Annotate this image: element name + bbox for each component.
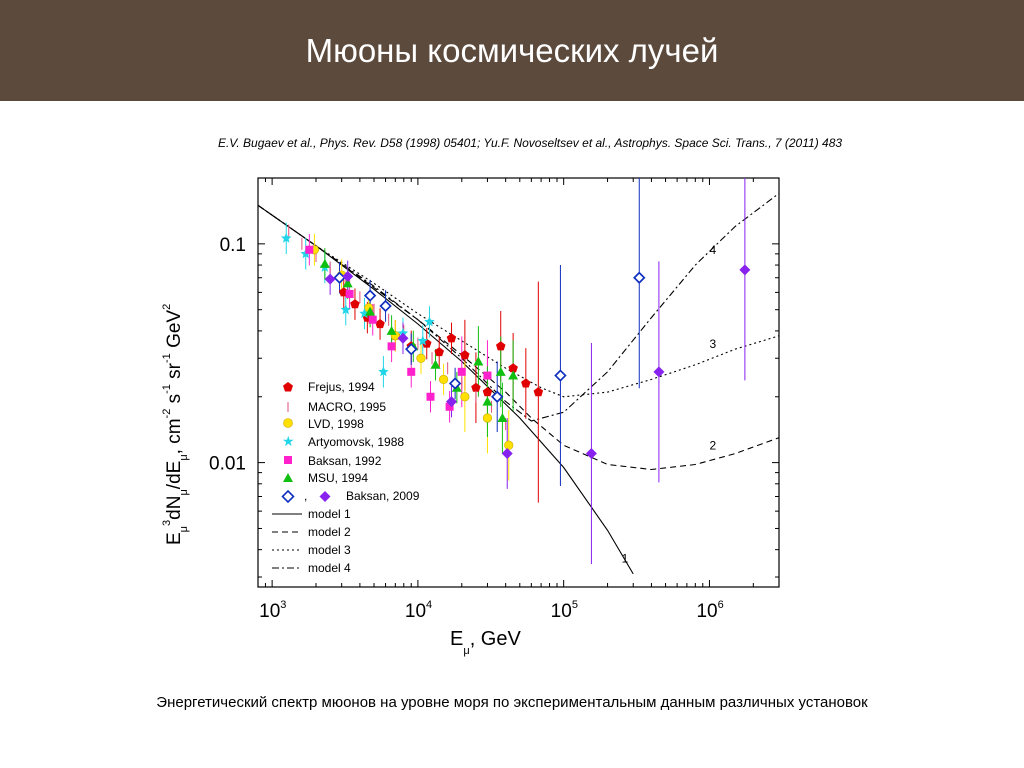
plot-frame [257,177,780,588]
model-label-4: 4 [709,243,716,257]
x-tick-label: 103 [259,599,286,622]
data-point-msu-1994 [386,325,397,335]
data-point-baksan-1992 [407,367,416,376]
data-point-msu-1994 [430,359,441,369]
data-point-baksan-1992 [445,402,454,411]
legend-label-macro: MACRO, 1995 [308,400,386,414]
data-point-artyomovsk-1988 [281,232,292,243]
data-point-lvd-1998 [416,353,426,363]
data-point-baksan-2009 [342,270,354,282]
legend-label-baksan2009: Baksan, 2009 [346,489,420,503]
data-point-frejus-1994 [533,387,544,397]
data-point-baksan-2009 [379,299,392,313]
data-point-artyomovsk-1988 [417,335,428,346]
data-point-artyomovsk-1988 [397,327,409,338]
legend-marker-lvd [283,418,293,428]
x-tick-label: 104 [405,599,432,622]
legend-marker-baksan2009-open [281,489,295,504]
legend-marker-baksan2009-filled [319,491,331,502]
legend-label-model2: model 2 [308,525,351,539]
model-label-2: 2 [709,438,716,452]
legend-marker-baksan1992 [284,456,292,464]
data-point-lvd-1998 [482,413,493,423]
data-point-artyomovsk-1988 [340,304,351,315]
data-point-lvd-1998 [460,392,470,402]
legend-label-model4: model 4 [308,561,351,575]
title-bar [0,0,1024,101]
figure-caption: Энергетический спектр мюонов на уровне м… [156,694,868,711]
legend-label-model3: model 3 [308,543,351,557]
data-point-baksan-2009 [405,342,418,356]
legend-marker-artyomovsk: ★ [282,433,295,449]
page-title: Мюоны космических лучей [305,32,719,69]
y-tick-label: 0.01 [209,454,246,475]
data-point-msu-1994 [319,258,330,268]
legend-label-model1: model 1 [308,507,351,521]
data-point-baksan-1992 [368,315,377,324]
legend-label-frejus: Frejus, 1994 [308,380,375,394]
x-tick-label: 106 [696,599,723,622]
data-point-msu-1994 [473,356,484,366]
data-point-frejus-1994 [521,378,531,388]
data-point-baksan-2009 [653,366,665,378]
data-point-baksan-2009 [397,332,409,344]
data-point-baksan-2009 [363,289,377,302]
data-point-baksan-1992 [305,245,314,254]
legend: Frejus, 1994 MACRO, 1995 LVD, 1998 ★ Art… [272,380,420,575]
data-point-lvd-1998 [438,374,449,385]
data-point-baksan-2009 [448,377,462,390]
data-point-frejus-1994 [460,350,470,360]
model-curve-3 [258,204,779,398]
data-point-msu-1994 [497,412,508,422]
data-point-msu-1994 [365,306,376,316]
legend-label-artyomovsk: Artyomovsk, 1988 [308,435,404,449]
legend-label-baksan1992: Baksan, 1992 [308,454,382,468]
model-curve-4 [258,192,779,422]
data-point-baksan-1992 [457,367,466,376]
y-axis-label: Eμ3dNμ/dEμ, cm-2 s-1 sr-1 GeV2 [161,304,190,545]
data-point-baksan-2009 [445,396,457,408]
data-point-frejus-1994 [496,341,506,351]
data-point-frejus-1994 [482,387,493,397]
legend-marker-frejus [283,382,293,392]
data-point-baksan-2009 [739,264,751,276]
data-point-frejus-1994 [375,319,385,329]
data-point-baksan-2009 [501,448,513,460]
data-point-frejus-1994 [508,363,518,373]
data-point-baksan-2009 [324,273,336,285]
y-tick-label: 0.1 [220,235,246,256]
x-tick-label: 105 [551,599,578,622]
model-label-1: 1 [622,551,629,565]
data-point-frejus-1994 [350,299,360,309]
data-point-msu-1994 [495,366,506,376]
data-point-msu-1994 [482,396,493,406]
data-point-baksan-1992 [483,371,492,380]
data-point-msu-1994 [342,278,353,288]
data-point-msu-1994 [508,370,519,380]
data-point-baksan-1992 [345,289,354,298]
data-point-baksan-2009 [554,369,567,382]
data-point-baksan-2009 [491,390,504,403]
reference-text: E.V. Bugaev et al., Phys. Rev. D58 (1998… [217,136,843,150]
data-point-baksan-1992 [426,392,435,401]
data-point-frejus-1994 [471,382,481,392]
data-point-lvd-1998 [504,440,514,450]
data-point-baksan-2009 [585,448,597,460]
data-point-baksan-2009 [633,271,646,284]
data-point-baksan-1992 [387,342,396,351]
model-label-3: 3 [709,337,716,351]
model-curve-2 [258,204,779,471]
x-axis-label: Eμ, GeV [450,628,521,657]
legend-label-lvd: LVD, 1998 [308,417,364,431]
data-point-artyomovsk-1988 [378,366,389,377]
data-point-frejus-1994 [446,333,457,343]
data-point-frejus-1994 [434,347,444,357]
legend-label-msu: MSU, 1994 [308,471,368,485]
legend-marker-msu [283,473,293,482]
data-point-artyomovsk-1988 [424,316,435,327]
legend-separator: , [304,489,307,503]
